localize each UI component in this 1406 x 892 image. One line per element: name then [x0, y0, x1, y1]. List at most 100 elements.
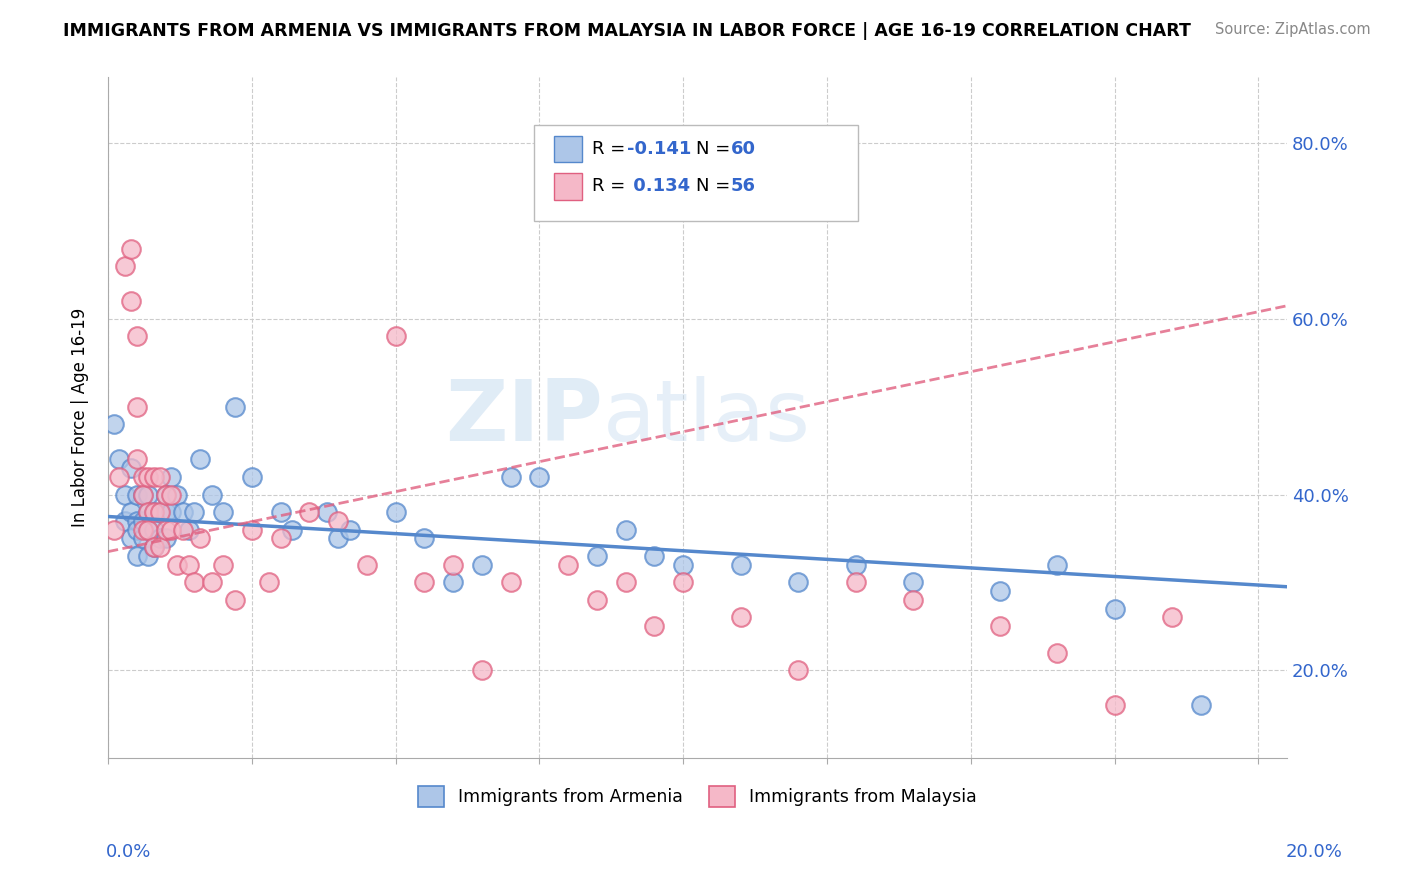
- Text: 0.0%: 0.0%: [105, 843, 150, 861]
- Text: R =: R =: [592, 178, 631, 195]
- Point: [614, 575, 637, 590]
- Point: [672, 575, 695, 590]
- Point: [143, 505, 166, 519]
- Point: [643, 549, 665, 563]
- Point: [155, 487, 177, 501]
- Point: [177, 523, 200, 537]
- Point: [149, 540, 172, 554]
- Point: [131, 523, 153, 537]
- Text: N =: N =: [696, 140, 735, 158]
- Point: [136, 523, 159, 537]
- Point: [224, 593, 246, 607]
- Point: [155, 532, 177, 546]
- Point: [787, 663, 810, 677]
- Point: [1104, 698, 1126, 713]
- Point: [131, 470, 153, 484]
- Point: [200, 487, 222, 501]
- Point: [499, 575, 522, 590]
- Point: [384, 329, 406, 343]
- Point: [586, 549, 609, 563]
- Point: [108, 470, 131, 484]
- Point: [136, 505, 159, 519]
- Text: atlas: atlas: [603, 376, 811, 459]
- Point: [131, 514, 153, 528]
- Point: [125, 523, 148, 537]
- Point: [143, 470, 166, 484]
- Point: [1046, 646, 1069, 660]
- Point: [499, 470, 522, 484]
- Y-axis label: In Labor Force | Age 16-19: In Labor Force | Age 16-19: [72, 308, 89, 527]
- Point: [149, 532, 172, 546]
- Text: -0.141: -0.141: [627, 140, 692, 158]
- Point: [136, 549, 159, 563]
- Point: [125, 452, 148, 467]
- Point: [160, 523, 183, 537]
- Point: [1161, 610, 1184, 624]
- Point: [441, 575, 464, 590]
- Point: [120, 461, 142, 475]
- Point: [413, 575, 436, 590]
- Point: [103, 417, 125, 432]
- Point: [356, 558, 378, 572]
- Point: [166, 558, 188, 572]
- Point: [143, 505, 166, 519]
- Point: [131, 532, 153, 546]
- Point: [730, 610, 752, 624]
- Point: [149, 505, 172, 519]
- Point: [188, 452, 211, 467]
- Point: [988, 619, 1011, 633]
- Point: [143, 523, 166, 537]
- Point: [240, 523, 263, 537]
- Point: [136, 470, 159, 484]
- Point: [143, 540, 166, 554]
- Point: [125, 329, 148, 343]
- Point: [200, 575, 222, 590]
- Text: ZIP: ZIP: [446, 376, 603, 459]
- Point: [108, 452, 131, 467]
- Point: [471, 558, 494, 572]
- Point: [413, 532, 436, 546]
- Point: [298, 505, 321, 519]
- Point: [125, 549, 148, 563]
- Point: [114, 487, 136, 501]
- Point: [136, 523, 159, 537]
- Point: [471, 663, 494, 677]
- Point: [177, 558, 200, 572]
- Point: [224, 400, 246, 414]
- Text: 56: 56: [731, 178, 756, 195]
- Text: 20.0%: 20.0%: [1286, 843, 1343, 861]
- Point: [326, 532, 349, 546]
- Text: IMMIGRANTS FROM ARMENIA VS IMMIGRANTS FROM MALAYSIA IN LABOR FORCE | AGE 16-19 C: IMMIGRANTS FROM ARMENIA VS IMMIGRANTS FR…: [63, 22, 1191, 40]
- Point: [149, 505, 172, 519]
- Point: [1104, 601, 1126, 615]
- Text: 60: 60: [731, 140, 756, 158]
- Point: [903, 575, 925, 590]
- Point: [125, 514, 148, 528]
- Point: [136, 487, 159, 501]
- Point: [160, 487, 183, 501]
- Point: [730, 558, 752, 572]
- Point: [172, 523, 194, 537]
- Point: [557, 558, 579, 572]
- Point: [903, 593, 925, 607]
- Point: [149, 470, 172, 484]
- Point: [120, 505, 142, 519]
- Point: [120, 532, 142, 546]
- Point: [270, 532, 292, 546]
- Point: [240, 470, 263, 484]
- Point: [103, 523, 125, 537]
- Point: [155, 505, 177, 519]
- Point: [315, 505, 337, 519]
- Point: [160, 470, 183, 484]
- Point: [212, 505, 235, 519]
- Point: [643, 619, 665, 633]
- Point: [155, 487, 177, 501]
- Point: [155, 523, 177, 537]
- Point: [114, 514, 136, 528]
- Point: [120, 294, 142, 309]
- Point: [183, 505, 205, 519]
- Point: [845, 575, 868, 590]
- Point: [131, 487, 153, 501]
- Point: [672, 558, 695, 572]
- Point: [183, 575, 205, 590]
